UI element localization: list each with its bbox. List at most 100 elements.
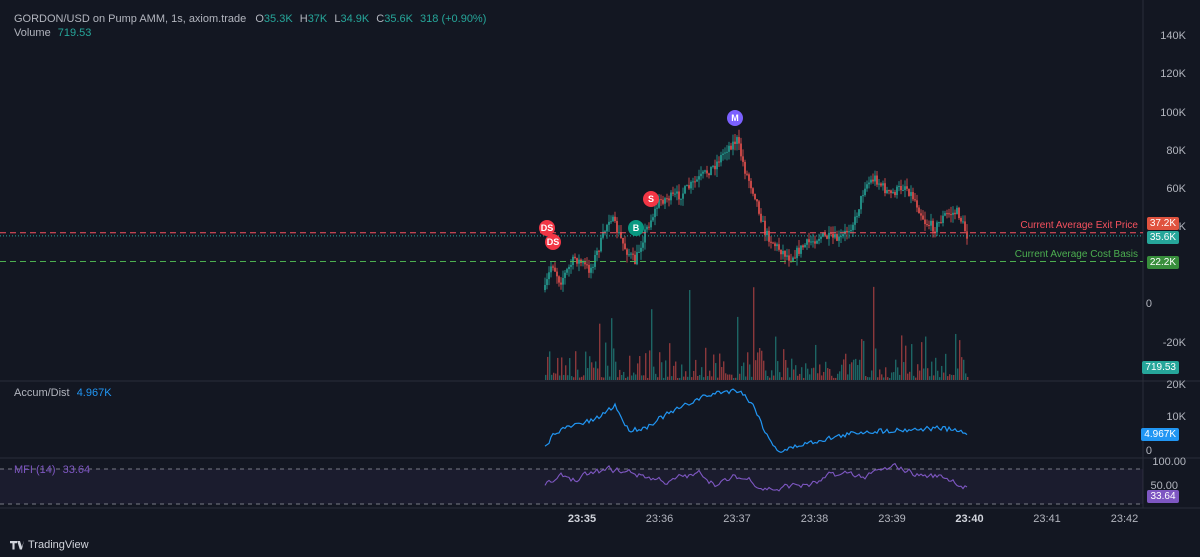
volume-bar xyxy=(851,362,853,380)
volume-bar xyxy=(909,371,911,380)
candle-body xyxy=(600,237,602,252)
tradingview-footer[interactable]: TradingView xyxy=(10,539,89,551)
candle-body xyxy=(932,220,934,232)
candle-body xyxy=(898,185,900,187)
mfi-legend: MFI (14) 33.64 xyxy=(14,464,90,476)
trade-marker-m[interactable]: M xyxy=(727,110,743,126)
candle-body xyxy=(842,234,844,237)
price-axis-label: -20K xyxy=(1162,337,1186,349)
candle-body xyxy=(960,218,962,222)
volume-bar xyxy=(803,377,805,380)
open-value: 35.3K xyxy=(263,13,293,25)
candle-body xyxy=(884,183,886,194)
candle-body xyxy=(714,165,716,170)
candle-body xyxy=(764,220,766,236)
candle-body xyxy=(900,185,902,191)
candle-body xyxy=(930,220,932,226)
candle-body xyxy=(788,255,790,261)
candle-body xyxy=(966,231,968,239)
volume-bar xyxy=(719,353,721,380)
candle-body xyxy=(732,141,734,150)
volume-bar xyxy=(671,376,673,380)
candle-body xyxy=(812,241,814,243)
volume-bar xyxy=(609,376,611,380)
volume-bar xyxy=(711,376,713,380)
volume-bar xyxy=(959,340,961,380)
high-value: 37K xyxy=(307,13,328,25)
candle-body xyxy=(880,183,882,186)
candle-body xyxy=(650,220,652,228)
candle-body xyxy=(560,282,562,285)
price-axis-label: 100K xyxy=(1160,107,1186,119)
trade-marker-b[interactable]: B xyxy=(628,220,644,236)
time-axis-label: 23:37 xyxy=(723,513,751,525)
candle-body xyxy=(840,236,842,238)
volume-bar xyxy=(657,377,659,380)
candlestick-series[interactable] xyxy=(544,129,968,293)
candle-body xyxy=(742,156,744,162)
volume-bar xyxy=(807,368,809,380)
candle-body xyxy=(818,238,820,241)
volume-bar xyxy=(847,374,849,380)
candle-body xyxy=(612,216,614,222)
candle-body xyxy=(946,213,948,215)
volume-bar xyxy=(937,370,939,380)
volume-bar xyxy=(899,374,901,380)
volume-bar xyxy=(559,375,561,380)
volume-bar xyxy=(685,371,687,380)
volume-bar xyxy=(947,376,949,380)
candle-body xyxy=(726,151,728,153)
candle-body xyxy=(716,161,718,170)
volume-bar xyxy=(699,374,701,380)
volume-bar xyxy=(573,377,575,380)
volume-bar xyxy=(753,287,755,380)
volume-bar xyxy=(923,368,925,380)
volume-bar xyxy=(621,375,623,380)
candle-body xyxy=(758,201,760,214)
candle-body xyxy=(608,221,610,225)
candle-body xyxy=(838,236,840,241)
volume-bar xyxy=(775,336,777,380)
candle-body xyxy=(680,198,682,200)
volume-bar xyxy=(829,369,831,380)
time-axis-label: 23:35 xyxy=(567,513,597,525)
candle-body xyxy=(872,179,874,182)
candle-body xyxy=(602,231,604,238)
candle-body xyxy=(750,180,752,189)
change-value: 318 (+0.90%) xyxy=(420,13,487,25)
volume-bar xyxy=(957,368,959,380)
time-axis-label: 23:38 xyxy=(800,513,829,525)
trade-marker-s[interactable]: S xyxy=(643,191,659,207)
volume-bar xyxy=(779,372,781,380)
candle-body xyxy=(594,255,596,267)
candle-body xyxy=(674,193,676,195)
volume-bar xyxy=(961,357,963,380)
volume-bar xyxy=(853,359,855,380)
volume-bar xyxy=(889,377,891,380)
volume-bar xyxy=(777,361,779,380)
volume-bar xyxy=(569,358,571,380)
candle-body xyxy=(874,175,876,182)
volume-bar xyxy=(707,376,709,380)
time-axis-label: 23:41 xyxy=(1033,513,1061,525)
volume-bar xyxy=(673,365,675,380)
volume-bar xyxy=(645,353,647,380)
volume-bar xyxy=(691,377,693,380)
volume-bar xyxy=(933,375,935,380)
candle-body xyxy=(686,185,688,187)
trade-marker-ds[interactable]: DS xyxy=(545,234,561,250)
candle-body xyxy=(896,186,898,196)
candle-body xyxy=(902,190,904,192)
time-axis-label: 23:42 xyxy=(1110,513,1139,525)
volume-bar xyxy=(805,363,807,380)
candle-body xyxy=(748,174,750,181)
candle-body xyxy=(556,271,558,277)
candle-body xyxy=(734,141,736,144)
volume-bar xyxy=(727,374,729,380)
mfi-axis-100: 100.00 xyxy=(1152,456,1186,468)
volume-bar xyxy=(789,377,791,380)
trade-marker-ds[interactable]: DS xyxy=(539,220,555,236)
time-axis-label: 23:39 xyxy=(878,513,906,525)
candle-body xyxy=(558,276,560,283)
